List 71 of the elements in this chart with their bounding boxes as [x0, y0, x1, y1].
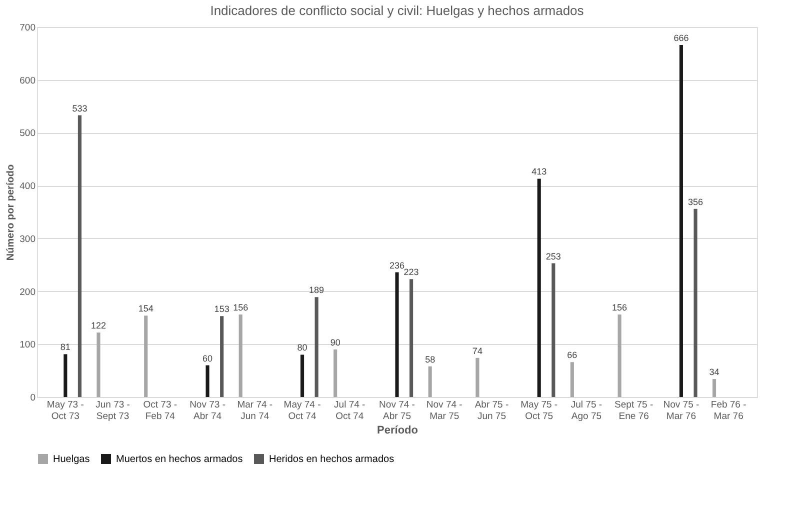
y-tick-label: 100	[20, 340, 36, 351]
x-tick-label: Nov 75 - Mar 76	[663, 400, 700, 422]
data-label: 90	[330, 337, 340, 348]
x-tick-label: Jul 75 - Ago 75	[570, 400, 602, 422]
legend-label: Huelgas	[53, 454, 90, 465]
bar	[476, 358, 480, 397]
data-label: 58	[425, 354, 436, 364]
bar	[314, 297, 318, 397]
data-label: 74	[472, 346, 482, 356]
bar	[395, 272, 399, 397]
x-axis-title: Período	[377, 424, 418, 436]
legend-label: Muertos en hechos armados	[116, 454, 243, 465]
y-tick-label: 400	[20, 181, 36, 192]
x-tick-label: Feb 76 - Mar 76	[710, 400, 746, 422]
data-label: 156	[612, 302, 628, 313]
y-tick-label: 200	[20, 286, 36, 298]
data-label: 122	[90, 320, 106, 331]
bar	[428, 366, 432, 397]
x-tick-label: Abr 75 - Jun 75	[474, 400, 509, 422]
bar	[618, 314, 622, 397]
y-tick-label: 0	[30, 392, 36, 404]
data-label: 236	[389, 260, 405, 270]
bar	[552, 263, 556, 397]
bar	[238, 314, 242, 397]
data-label: 156	[233, 302, 248, 313]
bar	[64, 354, 68, 397]
y-axis-title: Número por período	[6, 164, 17, 261]
bar	[78, 115, 82, 397]
x-tick-label: Jul 74 - Oct 74	[334, 400, 366, 422]
y-tick-label: 500	[20, 128, 36, 140]
bar	[537, 178, 541, 397]
data-label: 81	[60, 342, 70, 352]
data-label: 34	[709, 367, 720, 378]
bar	[694, 208, 698, 397]
data-label: 80	[297, 342, 308, 353]
x-tick-label: May 74 - Oct 74	[284, 400, 321, 422]
x-tick-label: Nov 73 - Abr 74	[190, 400, 226, 422]
data-label: 189	[309, 285, 324, 296]
bar	[300, 354, 304, 397]
data-label: 356	[688, 196, 704, 207]
legend-label: Heridos en hechos armados	[269, 454, 394, 465]
bar	[220, 316, 224, 397]
x-tick-label: Oct 73 - Feb 74	[143, 400, 178, 422]
chart-title: Indicadores de conflicto social y civil: Huelgas y hechos armados	[210, 3, 584, 18]
x-tick-label: Sept 75 - Ene 76	[614, 400, 654, 422]
data-label: 533	[72, 103, 88, 114]
x-tick-label: Jun 73 - Sept 73	[96, 400, 130, 422]
data-label: 153	[214, 304, 230, 314]
x-tick-label: May 73 - Oct 73	[46, 400, 84, 422]
x-tick-label: May 75 - Oct 75	[520, 400, 558, 422]
bar	[570, 362, 574, 397]
y-tick-label: 600	[20, 75, 36, 86]
bar	[334, 349, 338, 397]
data-label: 223	[404, 267, 419, 278]
x-tick-label: Mar 74 - Jun 74	[237, 400, 273, 422]
bar	[410, 279, 414, 397]
bar	[712, 379, 716, 397]
y-tick-label: 700	[20, 22, 36, 34]
x-tick-label: Nov 74 - Abr 75	[379, 400, 415, 422]
data-label: 666	[674, 32, 689, 43]
data-label: 60	[202, 353, 213, 364]
data-label: 154	[138, 304, 154, 314]
data-label: 66	[567, 350, 578, 360]
bar	[206, 365, 210, 397]
bar	[144, 316, 148, 397]
data-label: 253	[546, 251, 561, 262]
bar	[679, 44, 683, 397]
bar	[96, 332, 100, 397]
data-label: 413	[532, 166, 547, 177]
y-tick-label: 300	[20, 234, 36, 245]
x-tick-label: Nov 74 - Mar 75	[426, 400, 462, 422]
